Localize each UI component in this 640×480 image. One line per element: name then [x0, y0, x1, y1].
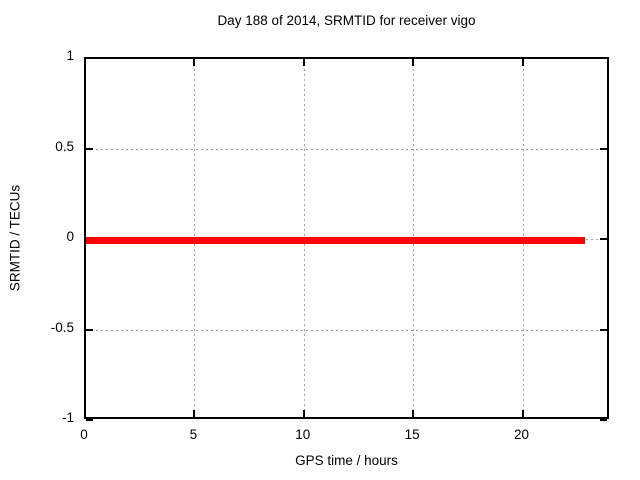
x-tick-top — [193, 59, 196, 66]
y-tick-label: 0.5 — [55, 138, 74, 154]
x-tick-label: 20 — [513, 427, 530, 442]
x-tick-label: 5 — [189, 427, 198, 442]
plot-area — [84, 57, 609, 421]
x-tick-bottom — [521, 410, 524, 417]
y-tick-left — [86, 419, 93, 421]
x-tick-top — [302, 59, 305, 66]
y-gridline — [86, 329, 607, 331]
y-tick-right — [600, 57, 607, 59]
x-tick-bottom — [84, 410, 86, 417]
x-tick-label: 15 — [404, 427, 420, 442]
y-tick-label: 1 — [66, 48, 74, 63]
y-tick-left — [86, 147, 93, 150]
x-tick-top — [412, 59, 415, 66]
y-tick-right — [600, 419, 607, 421]
y-tick-right — [600, 147, 607, 150]
x-tick-bottom — [412, 410, 415, 417]
x-tick-top — [84, 59, 86, 66]
data-series-line — [86, 236, 585, 244]
x-tick-top — [521, 59, 524, 66]
y-tick-left — [86, 328, 93, 331]
y-gridline — [86, 148, 607, 150]
chart-title: Day 188 of 2014, SRMTID for receiver vig… — [217, 13, 476, 28]
x-tick-label: 10 — [295, 427, 311, 442]
y-tick-label: 0 — [66, 229, 74, 244]
x-axis-label: GPS time / hours — [295, 453, 398, 468]
y-tick-right — [600, 238, 607, 240]
y-tick-label: -1 — [61, 410, 74, 425]
x-tick-bottom — [302, 410, 305, 417]
y-tick-left — [86, 57, 93, 59]
x-tick-bottom — [193, 410, 196, 417]
y-tick-label: -0.5 — [50, 319, 74, 335]
y-tick-right — [600, 328, 607, 331]
x-tick-label: 0 — [80, 427, 88, 442]
